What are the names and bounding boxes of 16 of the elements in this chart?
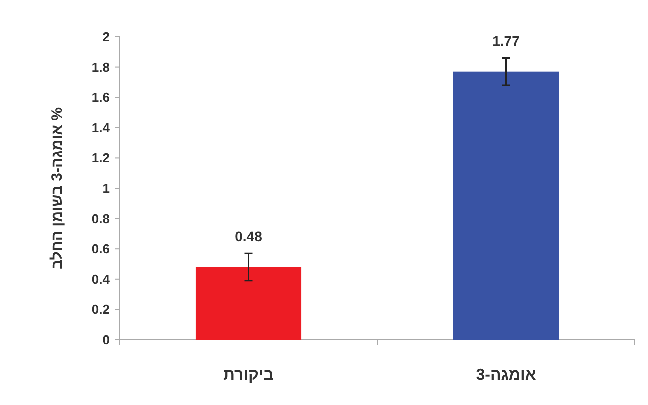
y-tick-label: 1 — [102, 181, 110, 196]
y-tick-label: 1.8 — [92, 60, 110, 75]
data-label: 0.48 — [235, 228, 263, 245]
y-tick-label: 1.6 — [92, 90, 110, 106]
y-tick-label: 0.4 — [92, 272, 111, 287]
y-tick-label: 0.8 — [92, 211, 110, 226]
x-tick-label: ביקורת — [223, 367, 274, 384]
y-tick-label: 0.6 — [92, 242, 110, 257]
y-axis-title: % אומגה-3 בשומן החלב — [49, 107, 66, 270]
y-tick-label: 0 — [102, 332, 110, 348]
y-tick-label: 1.4 — [92, 120, 111, 136]
data-label: 1.77 — [492, 33, 520, 50]
y-tick-label: 0.2 — [92, 302, 110, 318]
y-tick-label: 2 — [102, 30, 110, 44]
x-tick-label: אומגה-3 — [476, 367, 536, 384]
y-tick-label: 1.2 — [92, 150, 110, 166]
